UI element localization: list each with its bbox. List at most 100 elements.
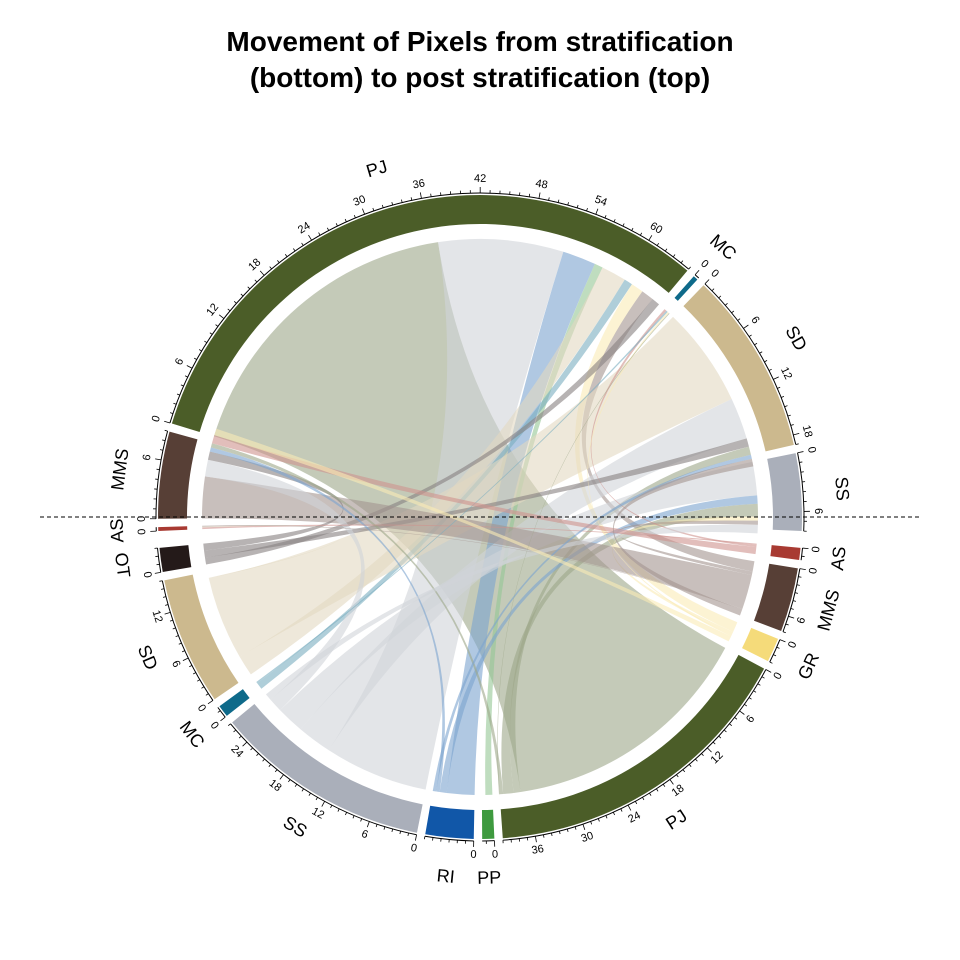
tick-minor [711, 288, 715, 292]
bottom-sector-mms-label: MMS [813, 587, 843, 633]
tick-label: 18 [670, 782, 687, 799]
tick-minor [268, 764, 272, 767]
tick-minor [718, 295, 722, 299]
tick-minor [773, 654, 777, 657]
tick-minor [613, 219, 616, 223]
tick-label: 24 [296, 220, 313, 237]
tick-major [164, 420, 171, 424]
tick-minor [330, 804, 333, 809]
bottom-sector-ss [232, 703, 423, 833]
tick-minor [613, 812, 615, 816]
tick-minor [197, 679, 201, 682]
bottom-sector-sd-label: SD [134, 642, 162, 673]
tick-minor [176, 393, 180, 396]
tick-minor [785, 623, 789, 626]
bottom-sector-ot-label: OT [111, 551, 134, 578]
tick-minor [731, 310, 735, 314]
tick-minor [622, 223, 625, 227]
tick-label: 54 [593, 193, 609, 209]
tick-minor [205, 693, 209, 696]
tick-minor [288, 779, 291, 783]
chord-link-pj-to-ss [501, 503, 758, 795]
bottom-sector-mc-label: MC [176, 717, 209, 751]
tick-minor [308, 792, 311, 796]
tick-minor [724, 303, 728, 306]
bottom-sector-mms-axis [782, 568, 801, 632]
tick-minor [790, 424, 794, 426]
tick-minor [656, 242, 660, 246]
tick-minor [634, 801, 638, 805]
tick-major [186, 365, 193, 369]
tick-major [582, 824, 586, 831]
tick-minor [757, 683, 761, 686]
tick-minor [597, 818, 600, 822]
tick-major [773, 376, 779, 380]
bottom-sector-ss-axis [230, 723, 417, 836]
tick-minor [723, 729, 727, 733]
tick-major [799, 568, 806, 570]
tick-minor [729, 723, 733, 726]
tick-label: 0 [698, 258, 711, 271]
tick-minor [620, 808, 623, 812]
tick-minor [794, 592, 799, 594]
tick-major [595, 208, 599, 215]
tick-label: 18 [246, 256, 263, 273]
tick-label: 30 [352, 193, 368, 209]
tick-minor [753, 690, 757, 693]
tick-label: 60 [648, 220, 665, 237]
tick-minor [695, 758, 698, 762]
tick-minor [159, 449, 164, 451]
tick-minor [656, 788, 659, 792]
tick-minor [649, 792, 652, 796]
tick-label: 6 [360, 828, 370, 841]
tick-minor [284, 254, 288, 257]
top-sector-pj [171, 195, 688, 432]
tick-minor [744, 703, 748, 707]
tick-minor [672, 254, 676, 258]
top-sector-ss [767, 453, 802, 532]
top-sector-ss-label: SS [831, 476, 853, 502]
tick-major [218, 314, 225, 319]
tick-minor [344, 218, 347, 222]
tick-minor [169, 619, 174, 622]
bottom-sector-sd [164, 574, 239, 700]
chart-title-line-2: (bottom) to post stratification (top) [249, 62, 711, 93]
tick-minor [701, 753, 704, 756]
bottom-sector-gr [742, 627, 779, 662]
tick-label: 0 [141, 571, 154, 579]
tick-minor [680, 260, 684, 264]
chord-link-gr-to-pj [574, 284, 738, 632]
tick-minor [567, 202, 569, 206]
tick-major [155, 458, 162, 461]
bottom-sector-mms [754, 563, 798, 632]
tick-minor [798, 576, 802, 578]
tick-label: 12 [150, 609, 165, 624]
tick-minor [559, 831, 561, 835]
tick-minor [209, 332, 213, 335]
tick-minor [175, 635, 179, 638]
tick-minor [250, 747, 253, 751]
tick-label: 12 [204, 301, 221, 318]
tick-minor [782, 631, 786, 634]
tick-label: 0 [708, 267, 721, 280]
tick-major [164, 612, 171, 615]
tick-label: 6 [812, 508, 824, 514]
tick-minor [754, 342, 758, 346]
tick-minor [410, 197, 413, 201]
tick-major [220, 716, 226, 722]
tick-minor [777, 386, 781, 389]
tick-minor [192, 672, 196, 675]
tick-minor [201, 686, 205, 689]
tick-minor [676, 774, 679, 778]
tick-minor [761, 676, 765, 679]
tick-minor [233, 729, 237, 733]
tick-major [207, 700, 214, 705]
top-sector-mms-label: MMS [107, 447, 132, 491]
tick-minor [301, 242, 304, 246]
tick-minor [748, 697, 752, 700]
tick-minor [586, 208, 588, 212]
tick-minor [301, 788, 304, 792]
tick-label: 0 [492, 848, 499, 860]
top-sector-sd-label: SD [781, 322, 811, 354]
